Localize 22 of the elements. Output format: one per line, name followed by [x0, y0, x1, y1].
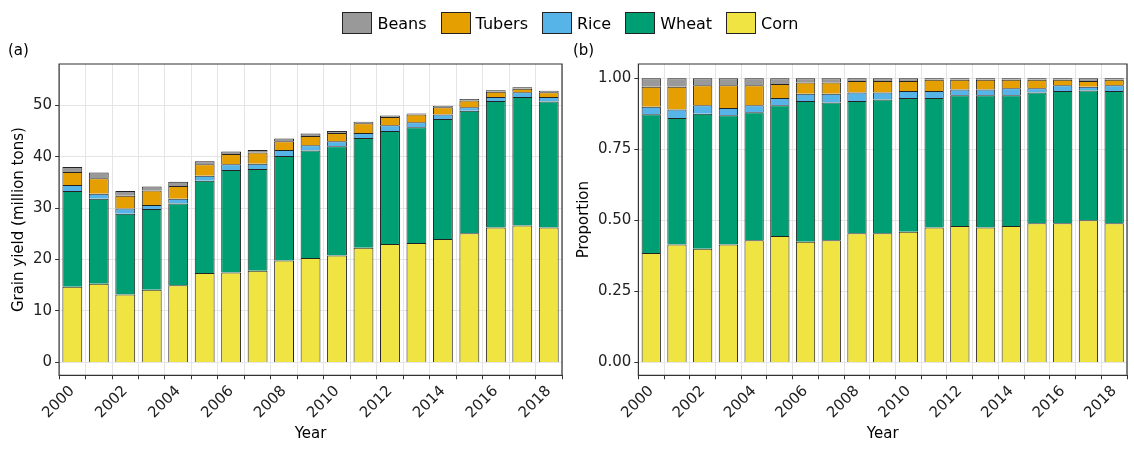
- chart-title: (b): [573, 40, 595, 59]
- y-tick-label: 30: [32, 197, 53, 216]
- y-axis-title: Grain yield (million tons): [8, 127, 27, 313]
- y-tick-label: 0.50: [597, 210, 632, 229]
- y-tick-label: 0.75: [597, 139, 632, 158]
- x-axis-title: Year: [865, 423, 900, 442]
- legend-label: Tubers: [475, 13, 528, 33]
- y-tick-label: 0: [42, 352, 53, 371]
- y-tick-label: 10: [32, 300, 53, 319]
- legend-label: Beans: [377, 13, 427, 33]
- x-axis-title: Year: [293, 423, 328, 442]
- y-tick-label: 0.00: [597, 352, 632, 371]
- legend-label: Rice: [577, 13, 612, 33]
- y-tick-label: 20: [32, 249, 53, 268]
- legend-label: Wheat: [660, 13, 713, 33]
- legend-label: Corn: [761, 13, 799, 33]
- y-axis-title: Proportion: [573, 180, 592, 259]
- y-tick-label: 0.25: [597, 281, 632, 300]
- y-tick-label: 40: [32, 146, 53, 165]
- y-tick-label: 50: [32, 95, 53, 114]
- y-tick-label: 1.00: [597, 68, 632, 87]
- chart-title: (a): [8, 40, 29, 59]
